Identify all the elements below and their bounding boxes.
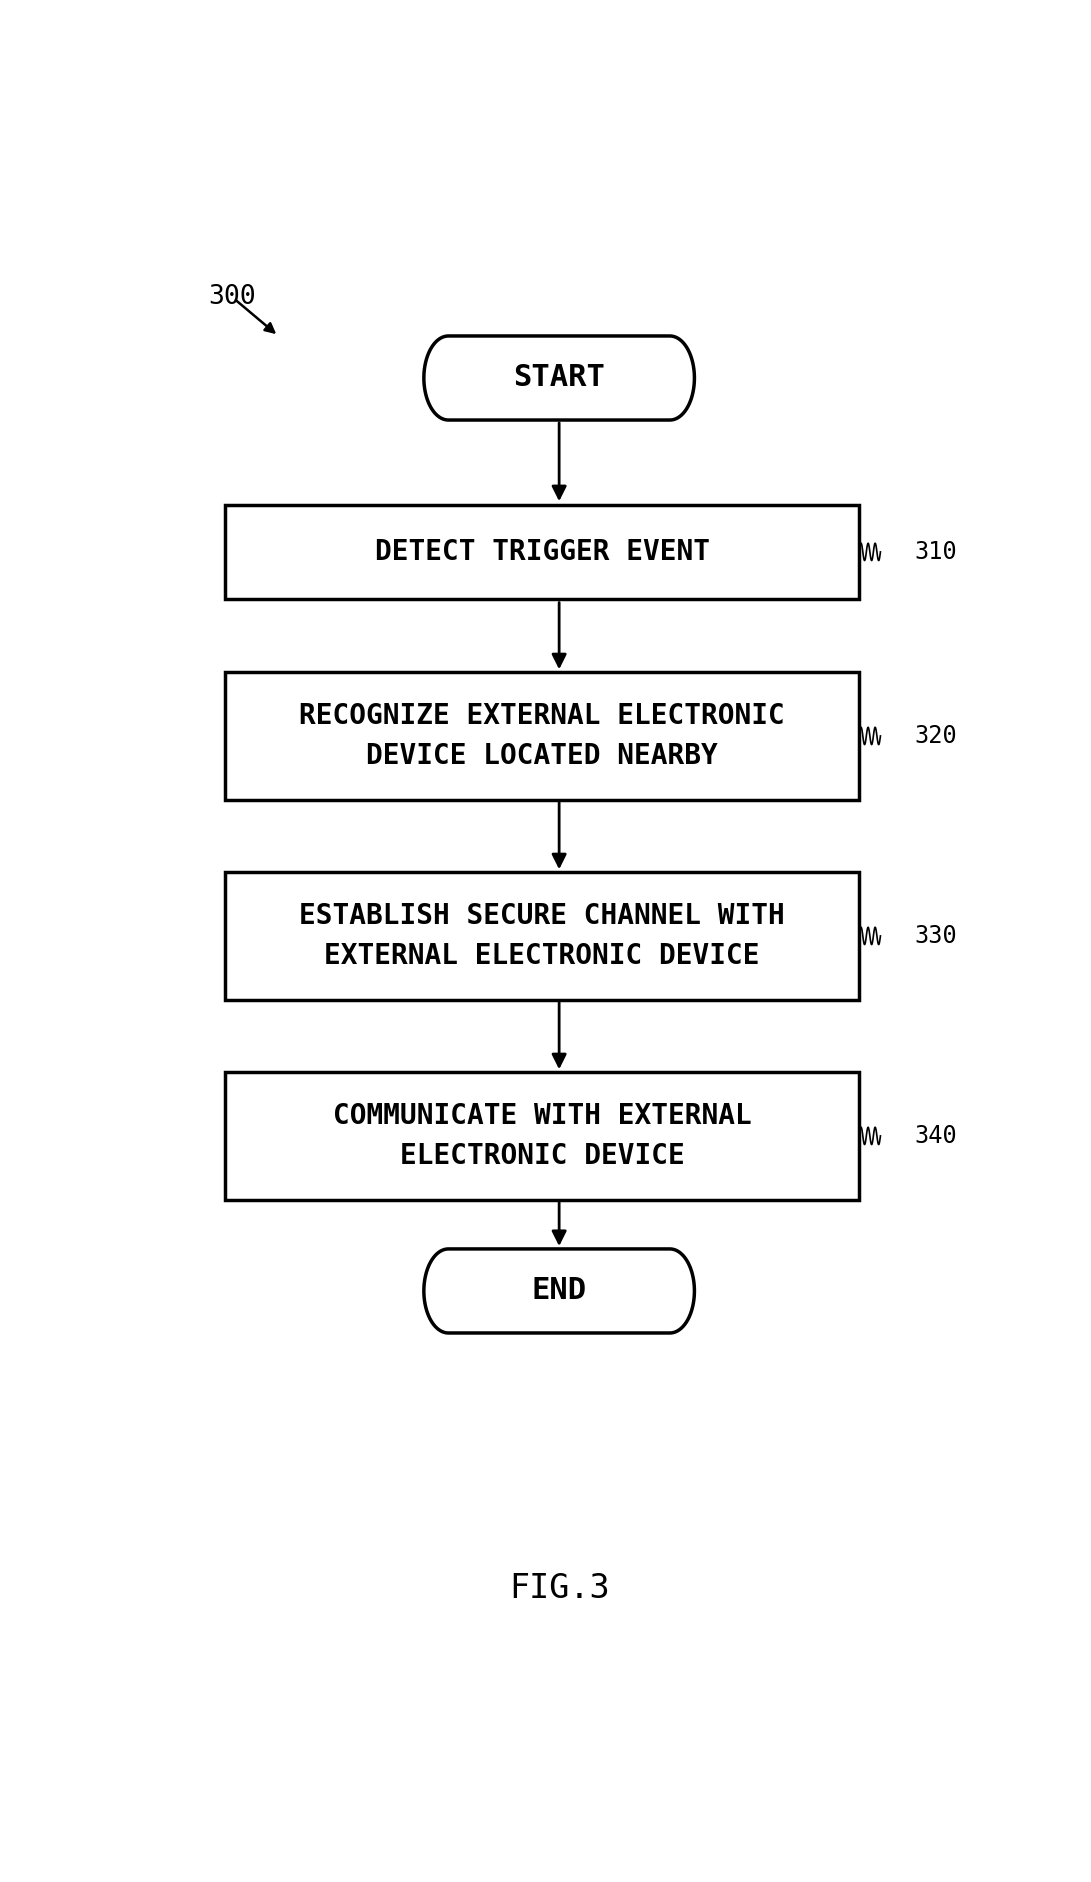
Text: 300: 300 [208, 284, 256, 311]
Text: RECOGNIZE EXTERNAL ELECTRONIC
DEVICE LOCATED NEARBY: RECOGNIZE EXTERNAL ELECTRONIC DEVICE LOC… [299, 702, 786, 770]
Text: END: END [531, 1276, 587, 1306]
FancyBboxPatch shape [225, 1073, 860, 1199]
Polygon shape [424, 337, 694, 420]
Text: 330: 330 [914, 924, 957, 949]
Text: ESTABLISH SECURE CHANNEL WITH
EXTERNAL ELECTRONIC DEVICE: ESTABLISH SECURE CHANNEL WITH EXTERNAL E… [299, 901, 786, 969]
FancyBboxPatch shape [225, 672, 860, 800]
Text: COMMUNICATE WITH EXTERNAL
ELECTRONIC DEVICE: COMMUNICATE WITH EXTERNAL ELECTRONIC DEV… [333, 1101, 752, 1171]
FancyBboxPatch shape [225, 871, 860, 999]
Text: FIG.3: FIG.3 [508, 1571, 610, 1605]
Text: START: START [513, 363, 606, 393]
FancyBboxPatch shape [225, 504, 860, 598]
Text: 320: 320 [914, 725, 957, 747]
Text: 340: 340 [914, 1124, 957, 1148]
Text: DETECT TRIGGER EVENT: DETECT TRIGGER EVENT [374, 538, 710, 566]
Polygon shape [424, 1250, 694, 1332]
Text: 310: 310 [914, 540, 957, 565]
